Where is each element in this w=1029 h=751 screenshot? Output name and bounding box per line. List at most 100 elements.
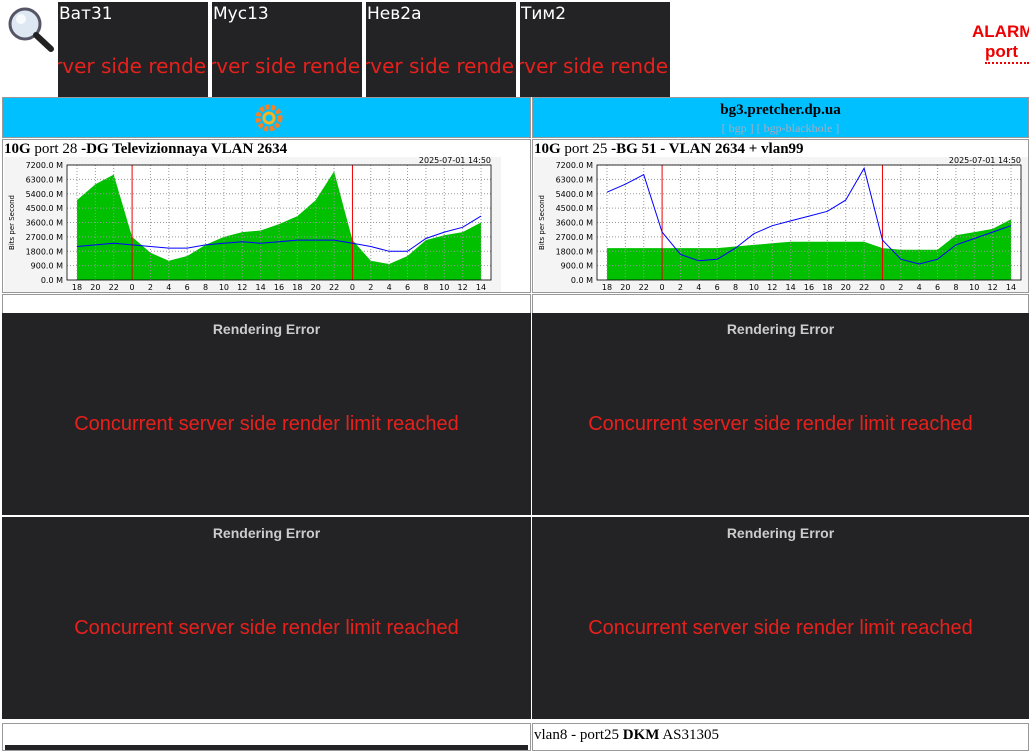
x-tick-label: 4 bbox=[696, 283, 701, 292]
x-tick-label: 6 bbox=[935, 283, 940, 292]
y-tick-label: 0.0 M bbox=[41, 276, 63, 285]
x-tick-label: 2 bbox=[898, 283, 903, 292]
x-tick-label: 20 bbox=[90, 283, 100, 292]
footer-part: AS31305 bbox=[659, 727, 720, 743]
tile-name: Мус13 bbox=[213, 4, 269, 24]
x-tick-label: 12 bbox=[237, 283, 247, 292]
y-tick-label: 6300.0 M bbox=[26, 175, 64, 184]
graph-date: 2025-07-01 14:50 bbox=[419, 157, 491, 165]
x-tick-label: 4 bbox=[917, 283, 922, 292]
x-tick-label: 12 bbox=[458, 283, 468, 292]
x-tick-label: 22 bbox=[859, 283, 869, 292]
y-tick-label: 2700.0 M bbox=[556, 233, 594, 242]
x-tick-label: 10 bbox=[219, 283, 229, 292]
footer-panel bbox=[5, 745, 528, 750]
title-part: -DG Televizionnaya VLAN 2634 bbox=[81, 141, 288, 157]
x-tick-label: 14 bbox=[256, 283, 266, 292]
y-tick-label: 6300.0 M bbox=[556, 175, 594, 184]
x-tick-label: 12 bbox=[767, 283, 777, 292]
panel-title: Rendering Error bbox=[726, 321, 835, 337]
tile[interactable]: Нев2а Concurrent server side render limit… bbox=[366, 2, 516, 97]
panel-title: Rendering Error bbox=[212, 321, 321, 337]
x-tick-label: 2 bbox=[148, 283, 153, 292]
tile-message: Concurrent server side render limit reac… bbox=[212, 54, 362, 78]
x-tick-label: 8 bbox=[733, 283, 738, 292]
x-tick-label: 22 bbox=[639, 283, 649, 292]
x-tick-label: 18 bbox=[292, 283, 302, 292]
x-tick-label: 14 bbox=[476, 283, 486, 292]
y-tick-label: 3600.0 M bbox=[556, 219, 594, 228]
y-tick-label: 4500.0 M bbox=[26, 204, 64, 213]
panel-title: Rendering Error bbox=[726, 525, 835, 541]
panel-message: Concurrent server side render limit reac… bbox=[588, 617, 973, 639]
x-tick-label: 6 bbox=[715, 283, 720, 292]
footer-left bbox=[2, 723, 531, 751]
title-part: port 28 bbox=[30, 141, 82, 157]
search-icon[interactable] bbox=[5, 4, 55, 52]
x-tick-label: 20 bbox=[311, 283, 321, 292]
out-line bbox=[76, 215, 482, 252]
footer-part: vlan8 - port25 bbox=[534, 727, 623, 743]
y-tick-label: 0.0 M bbox=[571, 276, 593, 285]
graph-cell: 10G port 25 -BG 51 - VLAN 2634 + vlan99 0… bbox=[532, 139, 1029, 293]
x-tick-label: 6 bbox=[405, 283, 410, 292]
spacer-left bbox=[2, 294, 531, 314]
y-tick-label: 7200.0 M bbox=[26, 161, 64, 170]
y-tick-label: 1800.0 M bbox=[26, 247, 64, 256]
panel-title: Rendering Error bbox=[212, 525, 321, 541]
y-tick-label: 5400.0 M bbox=[556, 190, 594, 199]
x-tick-label: 0 bbox=[880, 283, 885, 292]
x-tick-label: 10 bbox=[969, 283, 979, 292]
header-left bbox=[2, 97, 531, 138]
y-tick-label: 900.0 M bbox=[561, 262, 593, 271]
y-tick-label: 900.0 M bbox=[31, 262, 63, 271]
tile[interactable]: Тим2 Concurrent server side render limit … bbox=[520, 2, 670, 97]
y-tick-label: 1800.0 M bbox=[556, 247, 594, 256]
graph-cell: 10G port 28 -DG Televizionnaya VLAN 2634… bbox=[2, 139, 531, 293]
x-tick-label: 18 bbox=[822, 283, 832, 292]
title-part: -BG 51 - VLAN 2634 + vlan99 bbox=[611, 141, 804, 157]
error-panel: Rendering Error Concurrent server side re… bbox=[2, 313, 531, 515]
x-tick-label: 16 bbox=[804, 283, 814, 292]
x-tick-label: 0 bbox=[350, 283, 355, 292]
x-tick-label: 14 bbox=[786, 283, 796, 292]
tile-name: Тим2 bbox=[521, 4, 567, 24]
mrtg-graph: 0.0 M 900.0 M 1800.0 M 2700.0 M 3600.0 M 4500… bbox=[534, 157, 1028, 292]
x-tick-label: 8 bbox=[953, 283, 958, 292]
x-tick-label: 20 bbox=[841, 283, 851, 292]
tile-name: Нев2а bbox=[367, 4, 422, 24]
panel-message: Concurrent server side render limit reac… bbox=[74, 617, 459, 639]
tile[interactable]: Ват31 Concurrent server side render limit… bbox=[58, 2, 208, 97]
title-part: 10G bbox=[534, 141, 561, 157]
host-links[interactable]: [ bgp ] [ bgp-blackhole ] bbox=[721, 121, 840, 135]
graph-title: 10G port 28 -DG Televizionnaya VLAN 2634 bbox=[4, 141, 287, 158]
panel-message: Concurrent server side render limit reac… bbox=[588, 413, 973, 435]
x-tick-label: 18 bbox=[72, 283, 82, 292]
x-tick-label: 22 bbox=[329, 283, 339, 292]
x-tick-label: 2 bbox=[678, 283, 683, 292]
mrtg-graph: 0.0 M 900.0 M 1800.0 M 2700.0 M 3600.0 M 4500… bbox=[4, 157, 501, 292]
alarm-link[interactable]: port bbox=[985, 42, 1029, 64]
plot-frame bbox=[596, 164, 1022, 281]
error-panel: Rendering Error Concurrent server side re… bbox=[532, 517, 1029, 719]
y-tick-label: 4500.0 M bbox=[556, 204, 594, 213]
error-panel: Rendering Error Concurrent server side re… bbox=[532, 313, 1029, 515]
x-tick-label: 2 bbox=[368, 283, 373, 292]
out-line bbox=[606, 166, 1012, 265]
x-tick-label: 18 bbox=[602, 283, 612, 292]
y-tick-label: 2700.0 M bbox=[26, 233, 64, 242]
x-tick-label: 10 bbox=[439, 283, 449, 292]
header-right: bg3.pretcher.dp.ua [ bgp ] [ bgp-blackho… bbox=[532, 97, 1029, 138]
tile[interactable]: Мус13 Concurrent server side render limit… bbox=[212, 2, 362, 97]
footer-part: DKM bbox=[622, 727, 660, 743]
alarm-title[interactable]: ALARM bbox=[972, 22, 1029, 41]
x-tick-label: 0 bbox=[660, 283, 665, 292]
x-tick-label: 12 bbox=[988, 283, 998, 292]
x-tick-label: 8 bbox=[423, 283, 428, 292]
graph-title: 10G port 25 -BG 51 - VLAN 2634 + vlan99 bbox=[534, 141, 804, 158]
panel-message: Concurrent server side render limit reac… bbox=[74, 413, 459, 435]
plot-frame bbox=[66, 164, 492, 281]
x-tick-label: 16 bbox=[274, 283, 284, 292]
tile-message: Concurrent server side render limit reac… bbox=[366, 54, 516, 78]
x-tick-label: 0 bbox=[130, 283, 135, 292]
